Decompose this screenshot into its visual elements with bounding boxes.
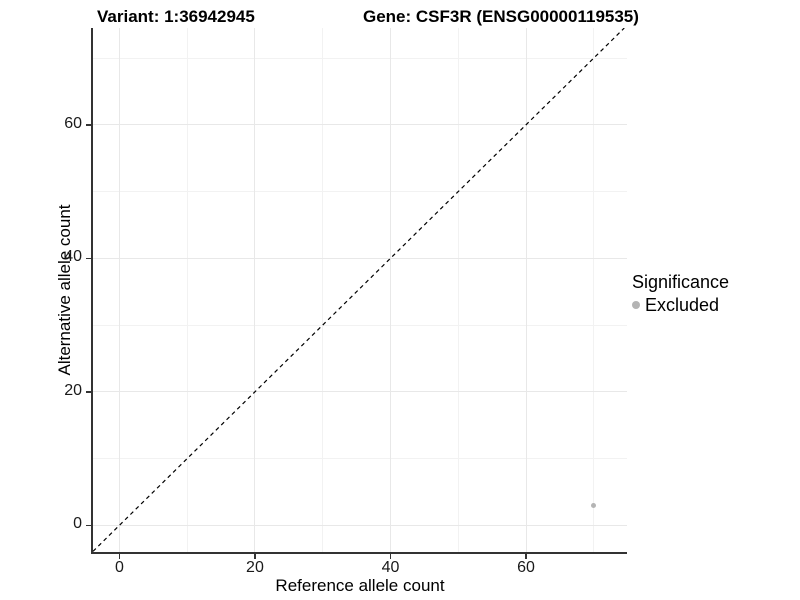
- y-tick-mark: [86, 124, 91, 126]
- x-tick-label: 0: [114, 559, 124, 576]
- x-major-gridline: [525, 28, 527, 552]
- y-minor-gridline: [93, 458, 627, 460]
- y-tick-mark: [86, 391, 91, 393]
- plot-panel: [91, 28, 627, 554]
- plot-title-gene: Gene: CSF3R (ENSG00000119535): [363, 7, 639, 26]
- legend-point-icon: [632, 301, 640, 309]
- y-tick-label: 40: [64, 248, 82, 266]
- y-minor-gridline: [93, 191, 627, 193]
- legend-item-excluded: Excluded: [632, 294, 729, 316]
- y-tick-mark: [86, 257, 91, 260]
- x-tick-mark: [525, 554, 527, 559]
- y-tick-label: 0: [73, 515, 82, 533]
- x-major-gridline: [254, 28, 256, 552]
- plot-title-variant: Variant: 1:36942945: [97, 7, 255, 26]
- x-tick-mark: [254, 554, 256, 559]
- y-major-gridline: [93, 391, 627, 393]
- y-major-gridline: [93, 257, 627, 259]
- x-major-gridline: [118, 28, 120, 552]
- x-minor-gridline: [457, 28, 459, 552]
- x-minor-gridline: [593, 28, 595, 552]
- data-point-excluded: [591, 502, 597, 508]
- x-minor-gridline: [322, 28, 324, 552]
- x-tick-mark: [118, 554, 121, 559]
- y-major-gridline: [93, 524, 627, 526]
- legend: Significance Excluded: [632, 271, 729, 316]
- legend-title: Significance: [632, 272, 730, 292]
- legend-item-label: Excluded: [645, 295, 720, 315]
- x-tick-label: 40: [381, 559, 400, 576]
- x-minor-gridline: [186, 28, 188, 552]
- x-axis-label: Reference allele count: [275, 576, 445, 595]
- x-major-gridline: [389, 28, 391, 552]
- identity-line: [93, 28, 625, 552]
- y-tick-label: 60: [64, 114, 82, 132]
- x-tick-label: 20: [246, 559, 264, 576]
- x-tick-label: 60: [517, 559, 535, 576]
- y-minor-gridline: [93, 324, 627, 326]
- y-minor-gridline: [93, 57, 627, 59]
- x-tick-mark: [389, 554, 392, 559]
- y-major-gridline: [93, 124, 627, 126]
- y-tick-label: 20: [64, 381, 82, 399]
- y-axis-label: Alternative allele count: [55, 204, 74, 376]
- y-tick-mark: [86, 524, 91, 527]
